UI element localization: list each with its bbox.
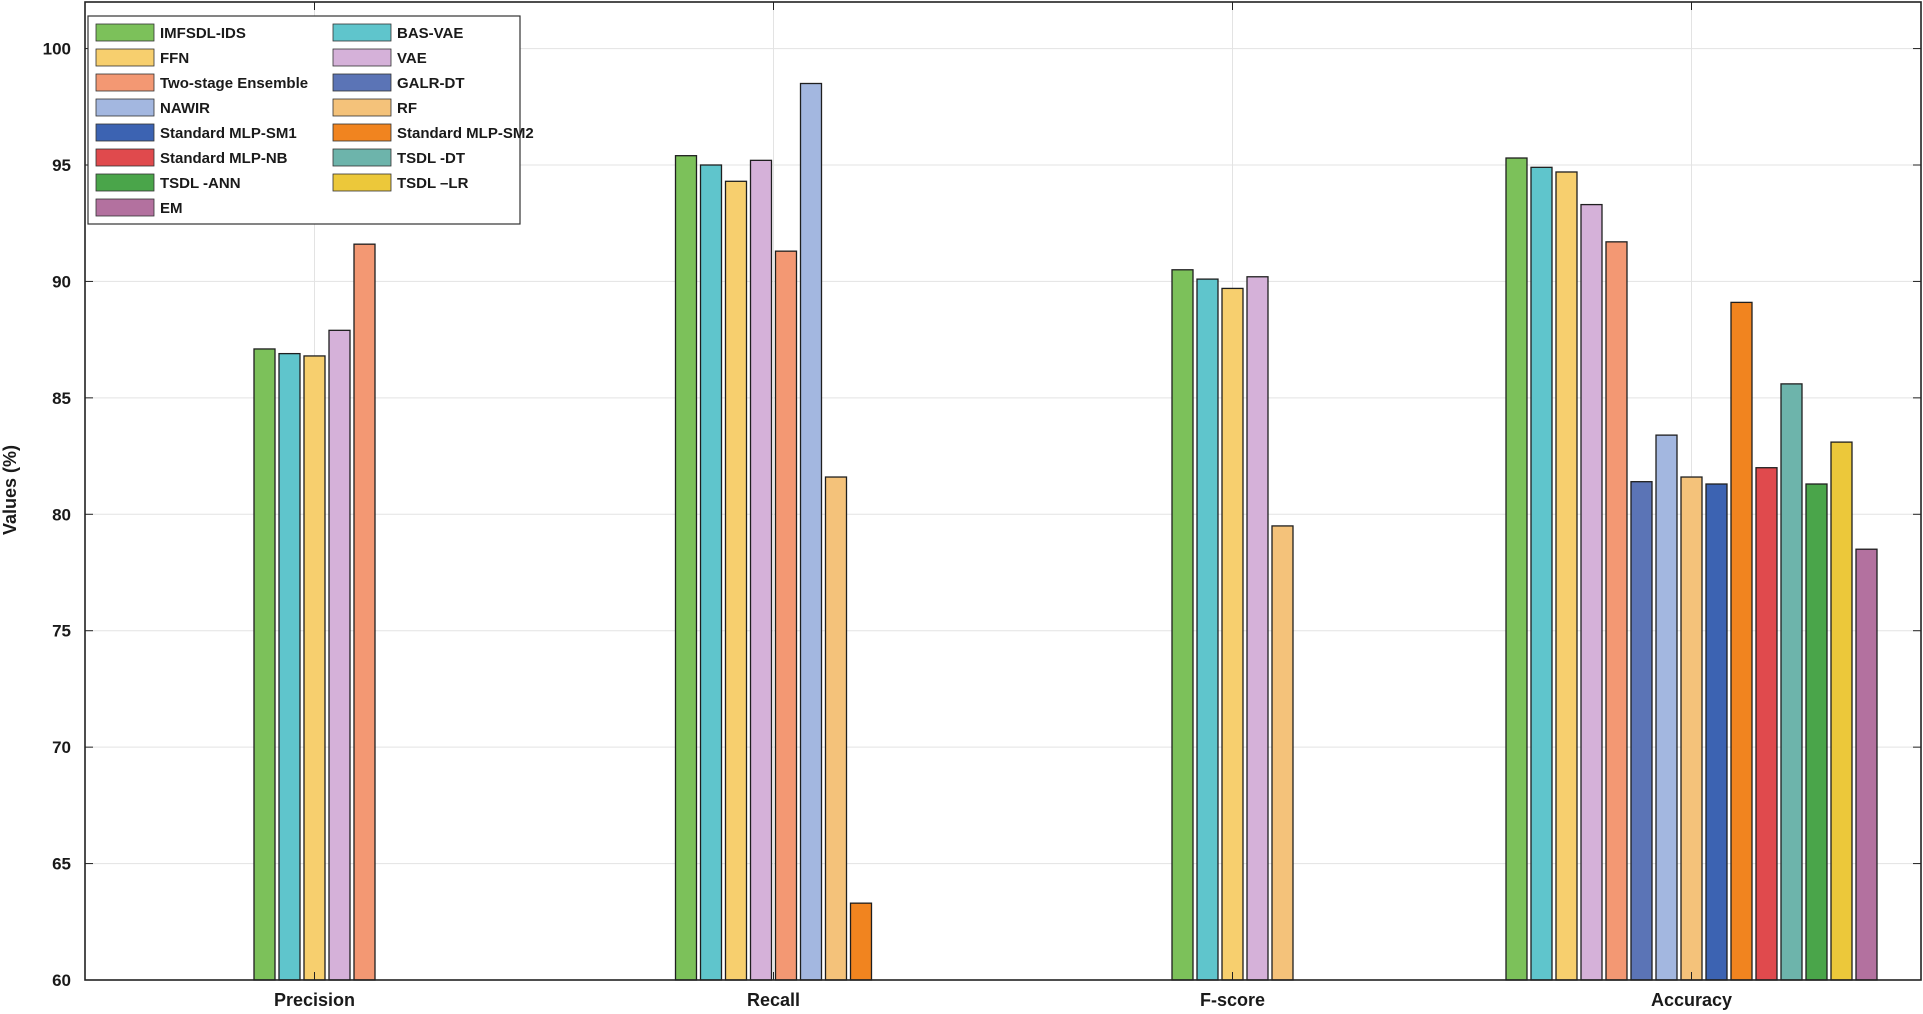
bar-accuracy-standard-mlp-nb — [1755, 467, 1778, 981]
bar-recall-ffn — [724, 180, 748, 981]
y-tick-label: 85 — [52, 389, 71, 408]
legend-swatch — [95, 98, 155, 117]
bar-accuracy-tsdl-ann — [1805, 483, 1828, 981]
x-axis-ticks: Precision Recall F-score Accuracy — [274, 2, 1732, 1010]
legend: IMFSDL-IDS BAS-VAE FFN VAE Two-stage Ensembl… — [87, 15, 534, 225]
bar-f-score-rf — [1271, 525, 1294, 981]
bar-recall-imfsdl-ids — [674, 155, 698, 981]
bar-accuracy-ffn — [1555, 171, 1578, 981]
y-tick-label: 80 — [52, 505, 71, 524]
legend-swatch — [95, 198, 155, 217]
bar-accuracy-standard-mlp-sm2 — [1730, 301, 1753, 981]
bar-precision-bas-vae — [278, 352, 301, 981]
legend-swatch — [332, 148, 392, 167]
x-tick-label: F-score — [1200, 990, 1265, 1010]
legend-swatch — [332, 98, 392, 117]
legend-swatch — [332, 123, 392, 142]
bar-accuracy-tsdl-lr — [1830, 441, 1853, 981]
bar-accuracy-vae — [1580, 203, 1603, 981]
legend-label: IMFSDL-IDS — [160, 25, 246, 42]
legend-label: TSDL –LR — [397, 175, 469, 192]
legend-label: EM — [160, 200, 183, 217]
y-tick-label: 95 — [52, 156, 71, 175]
legend-label: VAE — [397, 50, 427, 67]
legend-swatch — [332, 48, 392, 67]
legend-swatch — [95, 173, 155, 192]
bar-accuracy-galr-dt — [1630, 481, 1653, 981]
bar-recall-two-stage-ensemble — [774, 250, 798, 981]
y-tick-label: 75 — [52, 622, 71, 641]
bar-precision-vae — [328, 329, 351, 981]
bar-accuracy-bas-vae — [1530, 166, 1553, 981]
legend-swatch — [95, 73, 155, 92]
x-tick-label: Accuracy — [1651, 990, 1732, 1010]
legend-label: BAS-VAE — [397, 25, 463, 42]
y-tick-label: 100 — [43, 40, 71, 59]
bar-accuracy-standard-mlp-sm1 — [1705, 483, 1728, 981]
legend-label: Two-stage Ensemble — [160, 75, 308, 92]
bar-f-score-vae — [1246, 276, 1269, 981]
bar-recall-standard-mlp-sm2 — [849, 902, 873, 981]
bar-f-score-ffn — [1221, 287, 1244, 981]
bar-recall-nawir — [799, 82, 823, 981]
legend-swatch — [95, 123, 155, 142]
bar-recall-vae — [749, 159, 773, 981]
legend-label: NAWIR — [160, 100, 210, 117]
bar-accuracy-imfsdl-ids — [1505, 157, 1528, 981]
y-tick-label: 70 — [52, 738, 71, 757]
y-tick-label: 65 — [52, 855, 71, 874]
legend-label: GALR-DT — [397, 75, 465, 92]
bar-recall-rf — [824, 476, 848, 981]
legend-box — [87, 15, 521, 225]
legend-swatch — [95, 48, 155, 67]
x-tick-label: Recall — [747, 990, 800, 1010]
legend-label: Standard MLP-NB — [160, 150, 288, 167]
legend-label: RF — [397, 100, 417, 117]
y-axis-label: Values (%) — [0, 445, 20, 535]
legend-swatch — [332, 23, 392, 42]
legend-label: TSDL -DT — [397, 150, 465, 167]
legend-label: TSDL -ANN — [160, 175, 241, 192]
y-tick-label: 90 — [52, 272, 71, 291]
bar-precision-imfsdl-ids — [253, 348, 276, 981]
bar-accuracy-tsdl-dt — [1780, 383, 1803, 981]
bar-accuracy-two-stage-ensemble — [1605, 241, 1628, 981]
legend-swatch — [95, 23, 155, 42]
bar-accuracy-rf — [1680, 476, 1703, 981]
bar-f-score-imfsdl-ids — [1171, 269, 1194, 981]
legend-label: Standard MLP-SM2 — [397, 125, 534, 142]
legend-label: FFN — [160, 50, 189, 67]
bar-precision-two-stage-ensemble — [353, 243, 376, 981]
plot-frame — [84, 1, 1922, 981]
legend-swatch — [95, 148, 155, 167]
y-axis-ticks: 60 65 70 75 80 85 90 95 100 — [43, 40, 1921, 990]
bar-recall-bas-vae — [699, 164, 723, 981]
legend-swatch — [332, 173, 392, 192]
y-tick-label: 60 — [52, 971, 71, 990]
x-tick-label: Precision — [274, 990, 355, 1010]
bar-accuracy-em — [1855, 548, 1878, 981]
bar-f-score-bas-vae — [1196, 278, 1219, 981]
bars-group — [253, 82, 1878, 981]
bar-precision-ffn — [303, 355, 326, 981]
legend-label: Standard MLP-SM1 — [160, 125, 297, 142]
legend-swatch — [332, 73, 392, 92]
bar-accuracy-nawir — [1655, 434, 1678, 981]
